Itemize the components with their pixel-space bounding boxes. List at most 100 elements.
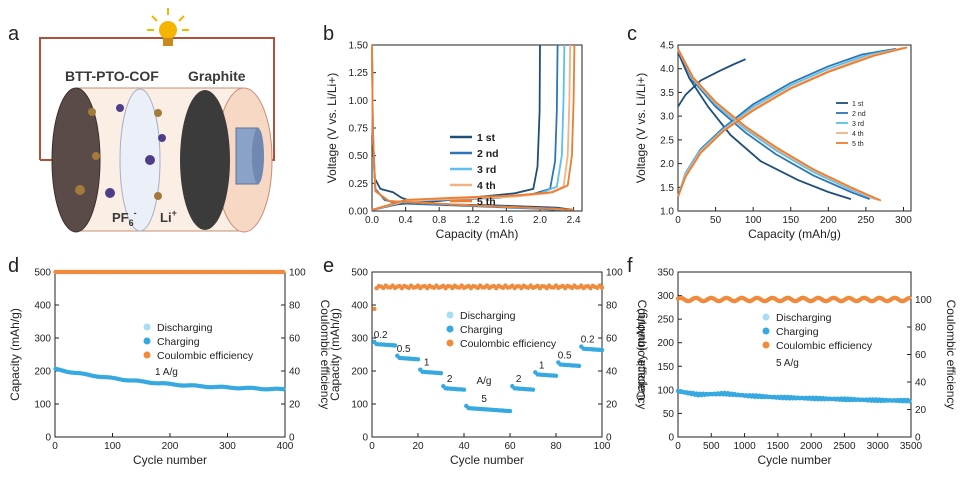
y2-tick-label: 40 bbox=[289, 367, 301, 378]
legend-label: Coulombic efficiency bbox=[776, 340, 873, 352]
y-tick-label: 0 bbox=[45, 433, 51, 444]
y-tick-label: 350 bbox=[657, 268, 674, 279]
y2-tick-label: 60 bbox=[915, 350, 927, 361]
charging-point bbox=[553, 373, 559, 378]
y-tick-label: 1.0 bbox=[660, 207, 674, 218]
x-tick-label: 2500 bbox=[833, 441, 856, 452]
charging-point bbox=[530, 387, 536, 392]
series-line-charge bbox=[677, 58, 746, 108]
x-axis-label: Cycle number bbox=[450, 453, 524, 467]
y-axis-label: Capacity (mAh/g) bbox=[8, 308, 22, 401]
x-tick-label: 0.8 bbox=[432, 215, 446, 226]
legend-marker bbox=[143, 337, 151, 345]
panel-label-d: d bbox=[8, 255, 19, 277]
legend-marker bbox=[762, 327, 770, 335]
x-tick-label: 1000 bbox=[733, 441, 756, 452]
legend-label: Discharging bbox=[776, 312, 832, 324]
x-tick-label: 80 bbox=[550, 441, 562, 452]
series-line-discharge bbox=[371, 44, 574, 211]
series-line-discharge bbox=[677, 48, 882, 202]
y-tick-label: 200 bbox=[351, 367, 368, 378]
x-tick-label: 200 bbox=[162, 441, 179, 452]
ce-point bbox=[907, 295, 912, 301]
panel-a-schematic: a bbox=[8, 8, 275, 233]
x-tick-label: 60 bbox=[504, 441, 516, 452]
series-line-discharge bbox=[677, 49, 879, 201]
x-tick-label: 1500 bbox=[767, 441, 790, 452]
y2-tick-label: 60 bbox=[606, 334, 618, 345]
y2-axis-label: Coulombic efficiency bbox=[944, 300, 958, 410]
ion-particles bbox=[75, 104, 166, 200]
x-tick-label: 500 bbox=[703, 441, 720, 452]
legend-marker bbox=[762, 313, 770, 321]
x-tick-label: 300 bbox=[895, 215, 912, 226]
charging-point bbox=[599, 347, 605, 353]
x-tick-label: 1.2 bbox=[466, 215, 480, 226]
y-tick-label: 1.25 bbox=[349, 68, 369, 79]
y2-tick-label: 40 bbox=[915, 378, 927, 389]
y-tick-label: 100 bbox=[351, 400, 368, 411]
series-line-discharge bbox=[677, 49, 871, 200]
charging-point bbox=[415, 357, 421, 362]
y2-tick-label: 80 bbox=[606, 301, 618, 312]
y2-tick-label: 20 bbox=[915, 405, 927, 416]
x-axis-label: Cycle number bbox=[757, 453, 831, 467]
y2-axis-label: Coulombic efficiency bbox=[318, 300, 332, 410]
x-tick-label: 300 bbox=[219, 441, 236, 452]
x-tick-label: 100 bbox=[594, 441, 611, 452]
x-tick-label: 0.0 bbox=[365, 215, 379, 226]
y-tick-label: 2.0 bbox=[660, 159, 674, 170]
charging-point bbox=[392, 343, 398, 348]
x-tick-label: 150 bbox=[782, 215, 799, 226]
series-line-charge bbox=[371, 44, 576, 211]
panel-label-f: f bbox=[627, 255, 633, 277]
y-tick-label: 0.75 bbox=[349, 124, 369, 135]
y-tick-label: 1.50 bbox=[349, 41, 369, 52]
y-axis-label: Capacity (mAh/g) bbox=[328, 308, 342, 401]
y-tick-label: 50 bbox=[663, 409, 675, 420]
series-line-charge bbox=[677, 47, 900, 198]
x-tick-label: 250 bbox=[858, 215, 875, 226]
legend-label: Charging bbox=[157, 336, 200, 348]
schematic-cof-label: BTT-PTO-COF bbox=[65, 68, 159, 84]
y-tick-label: 100 bbox=[34, 400, 51, 411]
y2-tick-label: 100 bbox=[289, 268, 306, 279]
legend-marker bbox=[446, 311, 454, 319]
series-line-discharge bbox=[677, 49, 876, 200]
charging-point bbox=[281, 386, 286, 392]
panel-label-e: e bbox=[323, 255, 334, 277]
y-tick-label: 3.0 bbox=[660, 112, 674, 123]
x-tick-label: 2.4 bbox=[567, 215, 581, 226]
y-axis-label: Voltage (V vs. Li/Li+) bbox=[325, 73, 339, 183]
plot-frame bbox=[371, 271, 603, 438]
y-axis-label: Voltage (V vs. Li/Li+) bbox=[634, 73, 648, 183]
legend-label: Charging bbox=[776, 326, 819, 338]
x-tick-label: 0 bbox=[369, 441, 375, 452]
x-axis-label: Capacity (mAh/g) bbox=[748, 227, 841, 241]
legend-marker bbox=[446, 325, 454, 333]
y2-tick-label: 60 bbox=[289, 334, 301, 345]
legend-label: 2 nd bbox=[477, 148, 499, 160]
charging-point bbox=[438, 370, 444, 376]
legend-label: 3 rd bbox=[477, 164, 496, 176]
legend-label: 1 st bbox=[477, 132, 496, 144]
chart-panel-b: 0.0 0.4 0.8 1.2 1.6 2.0 2.4 0.00 0.25 0.50 0.75 1.0… bbox=[325, 41, 583, 241]
y-tick-label: 3.5 bbox=[660, 88, 674, 99]
x-tick-label: 2000 bbox=[800, 441, 823, 452]
charging-point bbox=[907, 399, 912, 404]
rate-step-label: 0.2 bbox=[374, 330, 388, 341]
x-tick-label: 50 bbox=[710, 215, 722, 226]
x-tick-label: 3000 bbox=[867, 441, 890, 452]
y2-tick-label: 80 bbox=[289, 301, 301, 312]
series-line-discharge bbox=[371, 44, 574, 211]
y-tick-label: 0 bbox=[668, 433, 674, 444]
y-tick-label: 1.5 bbox=[660, 183, 674, 194]
series-line-charge bbox=[677, 46, 908, 198]
y-tick-label: 400 bbox=[351, 301, 368, 312]
rate-step-label: 5 bbox=[481, 394, 487, 405]
legend-label: 2 nd bbox=[852, 111, 866, 118]
x-axis-label: Capacity (mAh) bbox=[436, 227, 519, 241]
x-tick-label: 2.0 bbox=[533, 215, 547, 226]
y-tick-label: 1.00 bbox=[349, 96, 369, 107]
